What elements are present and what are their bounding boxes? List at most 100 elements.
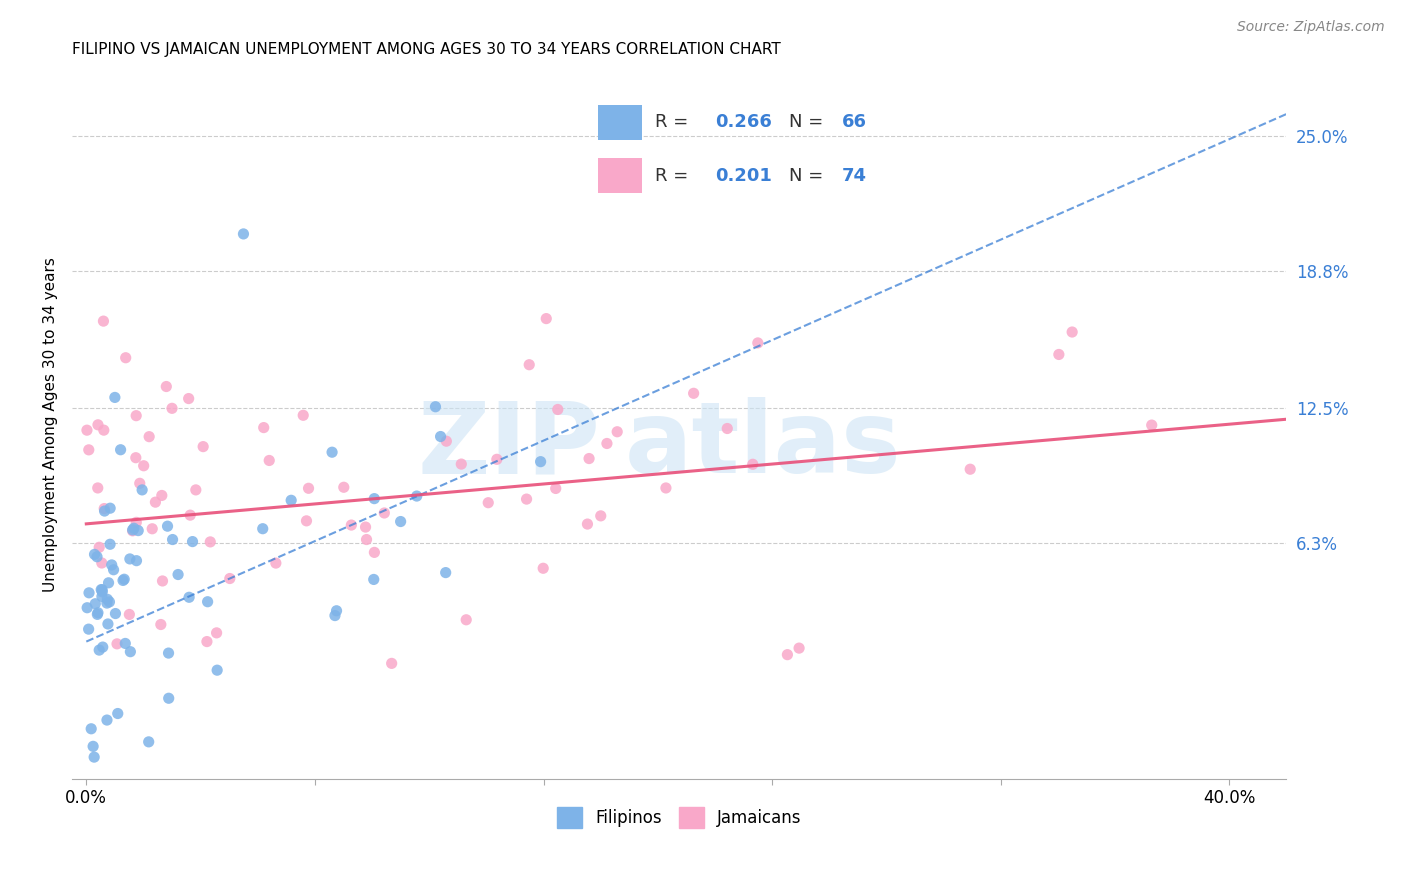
Point	[197, 595, 219, 609]
Legend: Filipinos, Jamaicans: Filipinos, Jamaicans	[550, 801, 808, 834]
Text: atlas: atlas	[624, 398, 901, 494]
Point	[84, 597, 107, 611]
Point	[160, 401, 183, 416]
Point	[716, 421, 738, 435]
Point	[184, 483, 207, 497]
Point	[132, 458, 155, 473]
Point	[87, 417, 110, 432]
Point	[138, 430, 160, 444]
Point	[141, 522, 163, 536]
Point	[531, 561, 554, 575]
Point	[959, 462, 981, 476]
Point	[252, 522, 274, 536]
Text: FILIPINO VS JAMAICAN UNEMPLOYMENT AMONG AGES 30 TO 34 YEARS CORRELATION CHART: FILIPINO VS JAMAICAN UNEMPLOYMENT AMONG …	[72, 42, 780, 57]
Point	[606, 425, 628, 439]
Point	[76, 600, 98, 615]
Point	[98, 595, 121, 609]
Point	[280, 493, 302, 508]
Point	[325, 604, 347, 618]
Point	[373, 506, 395, 520]
Point	[156, 519, 179, 533]
Point	[150, 488, 173, 502]
Point	[530, 455, 553, 469]
Point	[125, 409, 148, 423]
Point	[232, 227, 254, 241]
Point	[77, 442, 100, 457]
Point	[596, 436, 619, 450]
Point	[205, 625, 228, 640]
Point	[112, 572, 135, 586]
Point	[655, 481, 678, 495]
Point	[89, 541, 111, 555]
Point	[389, 515, 412, 529]
Point	[87, 481, 110, 495]
Point	[90, 556, 112, 570]
Point	[96, 592, 118, 607]
Point	[1062, 325, 1084, 339]
Point	[127, 524, 149, 538]
Point	[98, 537, 121, 551]
Point	[122, 521, 145, 535]
Point	[205, 663, 228, 677]
Point	[155, 379, 177, 393]
Point	[578, 451, 600, 466]
Point	[181, 534, 204, 549]
Point	[776, 648, 799, 662]
Point	[104, 607, 127, 621]
Point	[103, 563, 125, 577]
Point	[118, 607, 141, 622]
Point	[167, 567, 190, 582]
Point	[100, 558, 122, 572]
Point	[576, 517, 599, 532]
Point	[138, 735, 160, 749]
Point	[547, 402, 569, 417]
Point	[340, 518, 363, 533]
Point	[321, 445, 343, 459]
Point	[157, 691, 180, 706]
Point	[97, 575, 120, 590]
Point	[105, 637, 128, 651]
Point	[90, 590, 112, 604]
Point	[544, 482, 567, 496]
Point	[292, 409, 315, 423]
Point	[90, 582, 112, 597]
Point	[363, 573, 385, 587]
Point	[110, 442, 132, 457]
Point	[93, 314, 115, 328]
Point	[257, 453, 280, 467]
Point	[200, 535, 222, 549]
Point	[93, 423, 115, 437]
Point	[93, 504, 115, 518]
Point	[682, 386, 704, 401]
Point	[89, 643, 111, 657]
Point	[162, 533, 184, 547]
Point	[114, 636, 136, 650]
Point	[118, 552, 141, 566]
Point	[149, 617, 172, 632]
Point	[97, 617, 120, 632]
Text: ZIP: ZIP	[418, 398, 600, 494]
Point	[405, 489, 427, 503]
Point	[477, 496, 499, 510]
Point	[787, 641, 810, 656]
Point	[157, 646, 180, 660]
Point	[381, 657, 404, 671]
Point	[121, 523, 143, 537]
Point	[120, 645, 142, 659]
Point	[356, 533, 378, 547]
Point	[741, 457, 763, 471]
Point	[191, 440, 214, 454]
Point	[80, 722, 103, 736]
Point	[434, 434, 457, 449]
Point	[77, 622, 100, 636]
Point	[747, 335, 769, 350]
Point	[131, 483, 153, 497]
Point	[425, 400, 447, 414]
Point	[1047, 347, 1070, 361]
Point	[264, 556, 287, 570]
Point	[536, 311, 558, 326]
Point	[76, 423, 98, 437]
Point	[429, 429, 451, 443]
Y-axis label: Unemployment Among Ages 30 to 34 years: Unemployment Among Ages 30 to 34 years	[44, 257, 58, 592]
Point	[295, 514, 318, 528]
